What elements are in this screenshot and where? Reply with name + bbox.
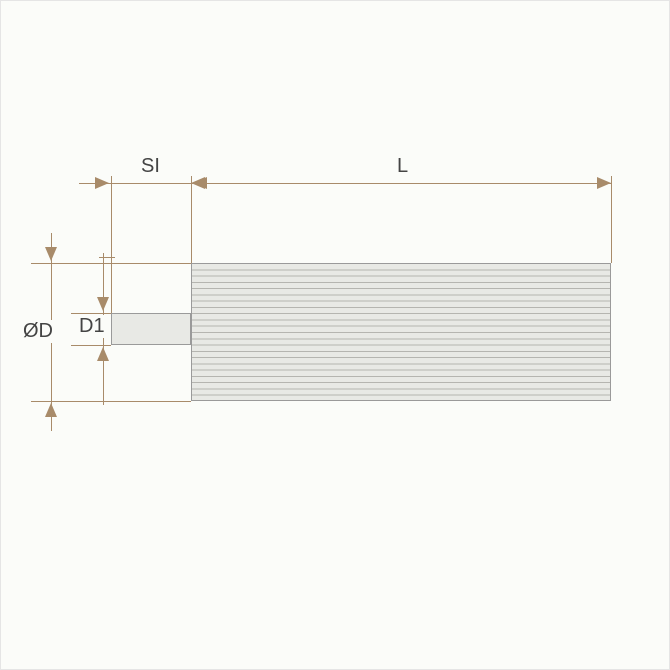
dim-line — [79, 183, 111, 184]
dim-line — [103, 253, 104, 313]
dim-label-dimensions.SI.label: SI — [137, 155, 164, 178]
dim-label-dimensions.D1.label: D1 — [75, 315, 109, 338]
dim-line — [31, 263, 191, 264]
dim-line — [611, 176, 612, 263]
dim-line — [111, 183, 191, 184]
arrow-icon — [597, 177, 611, 189]
ribbed-body — [191, 263, 611, 401]
drawing-canvas: SI L D1 ØD — [0, 0, 670, 670]
dim-label-dimensions.L.label: L — [393, 155, 412, 178]
dim-label-dimensions.D.label: ØD — [19, 320, 57, 343]
dim-line — [99, 257, 115, 258]
arrow-icon — [191, 177, 205, 189]
dim-line — [103, 345, 104, 405]
dim-line — [31, 401, 191, 402]
shaft-stub — [111, 313, 191, 345]
dim-line — [71, 313, 111, 314]
dim-line — [51, 401, 52, 431]
dim-line — [71, 345, 111, 346]
dim-line — [51, 233, 52, 263]
dim-line — [191, 183, 611, 184]
dim-line — [191, 176, 192, 263]
dim-line — [111, 176, 112, 313]
